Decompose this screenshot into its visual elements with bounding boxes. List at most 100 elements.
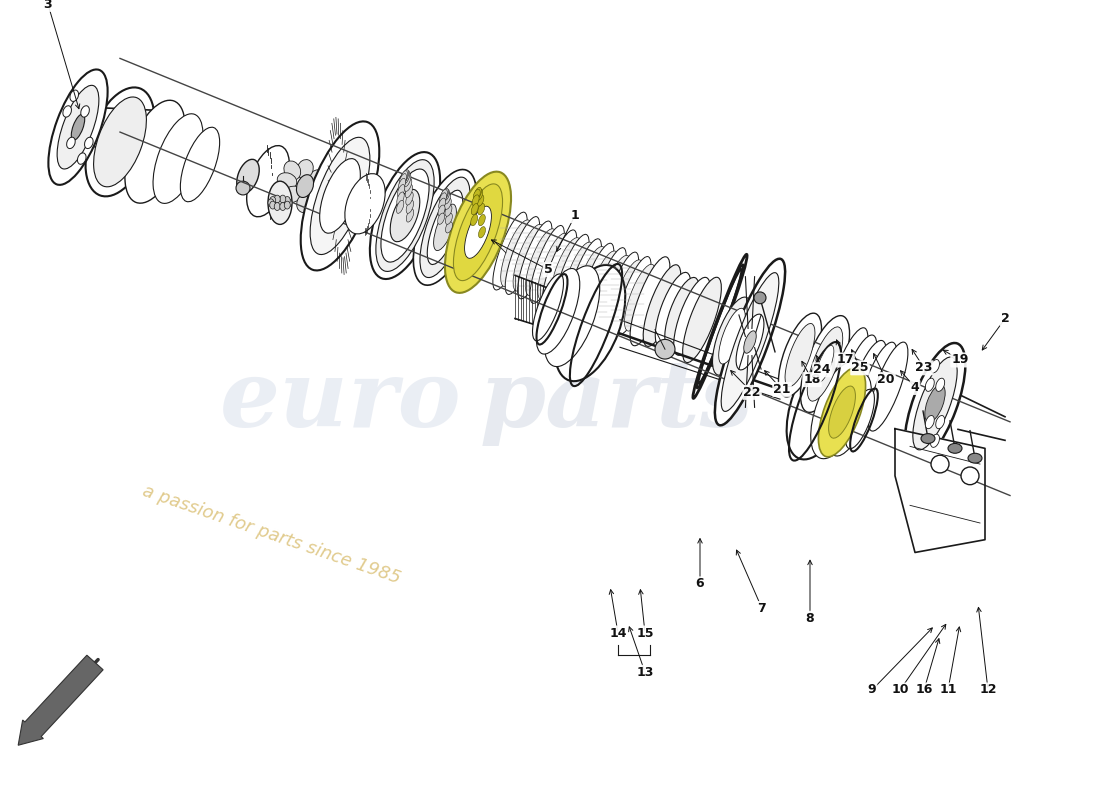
Ellipse shape (370, 152, 440, 279)
Ellipse shape (48, 70, 108, 185)
Ellipse shape (72, 114, 85, 140)
Ellipse shape (526, 229, 557, 295)
Ellipse shape (736, 314, 763, 370)
Ellipse shape (948, 443, 962, 454)
Text: 2: 2 (1001, 312, 1010, 325)
Ellipse shape (279, 202, 286, 210)
Ellipse shape (493, 212, 527, 290)
Ellipse shape (807, 327, 843, 401)
Ellipse shape (397, 185, 405, 198)
Ellipse shape (604, 252, 639, 330)
Ellipse shape (693, 254, 747, 398)
Ellipse shape (277, 173, 297, 189)
Ellipse shape (475, 190, 483, 201)
Ellipse shape (818, 367, 866, 457)
Ellipse shape (931, 359, 939, 373)
Text: 8: 8 (805, 612, 814, 625)
Ellipse shape (575, 246, 606, 314)
Polygon shape (895, 429, 984, 553)
Ellipse shape (440, 190, 448, 201)
Ellipse shape (484, 230, 493, 241)
Ellipse shape (309, 192, 326, 211)
Ellipse shape (868, 342, 908, 431)
Ellipse shape (471, 214, 477, 226)
Ellipse shape (444, 198, 451, 210)
Ellipse shape (544, 266, 600, 366)
Ellipse shape (390, 190, 420, 242)
Ellipse shape (715, 258, 785, 426)
Ellipse shape (968, 454, 982, 463)
Ellipse shape (406, 200, 414, 214)
Ellipse shape (849, 341, 887, 418)
Ellipse shape (86, 87, 154, 196)
Ellipse shape (400, 170, 408, 184)
Ellipse shape (286, 199, 292, 206)
Text: 18: 18 (803, 373, 821, 386)
Ellipse shape (438, 213, 444, 224)
Ellipse shape (274, 195, 280, 203)
Ellipse shape (399, 174, 407, 186)
Ellipse shape (381, 169, 429, 262)
Ellipse shape (518, 221, 552, 299)
Ellipse shape (94, 97, 146, 187)
Ellipse shape (713, 297, 751, 375)
Ellipse shape (600, 255, 630, 322)
Text: 4: 4 (911, 381, 920, 394)
Ellipse shape (477, 203, 485, 214)
Text: euro: euro (220, 356, 462, 446)
Text: parts: parts (480, 356, 754, 446)
Text: 3: 3 (44, 0, 53, 11)
Ellipse shape (63, 106, 72, 117)
Ellipse shape (754, 292, 766, 304)
Ellipse shape (405, 178, 411, 191)
Text: 9: 9 (868, 683, 877, 697)
Ellipse shape (405, 185, 412, 198)
Ellipse shape (472, 195, 480, 206)
Text: 7: 7 (758, 602, 767, 615)
Ellipse shape (270, 201, 276, 209)
Ellipse shape (568, 238, 602, 317)
Ellipse shape (718, 308, 746, 364)
Ellipse shape (406, 209, 414, 222)
Ellipse shape (630, 257, 670, 346)
Ellipse shape (925, 378, 934, 391)
Text: 20: 20 (878, 373, 894, 386)
Ellipse shape (270, 197, 276, 205)
Ellipse shape (779, 313, 822, 397)
Ellipse shape (683, 278, 722, 362)
Ellipse shape (427, 190, 463, 265)
Ellipse shape (440, 193, 447, 204)
Ellipse shape (70, 90, 78, 102)
Ellipse shape (474, 187, 482, 198)
Ellipse shape (473, 190, 481, 201)
Text: 10: 10 (891, 683, 909, 697)
Ellipse shape (538, 234, 569, 300)
Ellipse shape (284, 197, 290, 205)
Ellipse shape (67, 137, 75, 149)
Ellipse shape (403, 170, 410, 184)
Ellipse shape (398, 178, 406, 191)
Ellipse shape (125, 100, 185, 203)
Ellipse shape (478, 214, 485, 226)
Ellipse shape (477, 195, 484, 206)
Ellipse shape (376, 160, 435, 271)
Ellipse shape (464, 206, 492, 258)
Ellipse shape (180, 127, 220, 202)
Ellipse shape (744, 331, 756, 354)
Ellipse shape (921, 434, 935, 443)
Ellipse shape (57, 86, 99, 169)
Ellipse shape (664, 278, 700, 348)
Ellipse shape (554, 265, 625, 381)
Ellipse shape (279, 195, 286, 203)
Ellipse shape (300, 122, 379, 270)
Ellipse shape (284, 161, 300, 180)
Text: 13: 13 (636, 666, 653, 679)
Text: 22: 22 (744, 386, 761, 399)
Ellipse shape (673, 278, 711, 355)
Ellipse shape (153, 114, 204, 203)
Text: 14: 14 (609, 626, 627, 639)
Ellipse shape (246, 146, 289, 217)
Ellipse shape (414, 170, 476, 285)
Text: 6: 6 (695, 578, 704, 590)
Ellipse shape (654, 339, 675, 359)
